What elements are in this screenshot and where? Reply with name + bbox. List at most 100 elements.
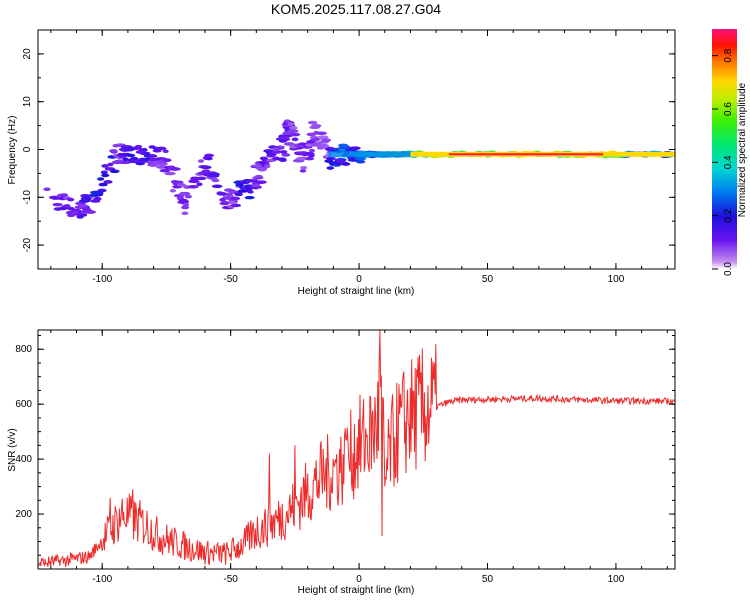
spectrogram-cell	[283, 119, 291, 123]
spectrogram-cell	[204, 156, 213, 161]
spectrogram-cell	[97, 188, 107, 193]
x-tick-label: 100	[608, 274, 625, 285]
y-tick-label: 400	[15, 454, 32, 465]
spectrogram-cell	[181, 191, 191, 196]
y-tick-label: 0	[22, 146, 33, 152]
spectrogram-cell	[279, 150, 288, 154]
spectrogram-cell	[338, 143, 349, 148]
spectrogram-cell	[162, 149, 169, 154]
x-tick-label: 100	[608, 574, 625, 585]
spectrogram-xlabel: Height of straight line (km)	[298, 286, 415, 297]
x-tick-label: 50	[482, 274, 494, 285]
snr-ylabel: SNR (v/v)	[7, 428, 18, 471]
spectrogram-cell	[100, 170, 108, 175]
spectrogram-cell	[321, 138, 332, 142]
spectrogram-cell	[50, 196, 61, 200]
spectrogram-cell	[67, 213, 76, 218]
spectrogram-cell	[168, 167, 181, 171]
spectrogram-cell	[228, 200, 238, 205]
spectrogram-cell	[283, 142, 295, 146]
x-tick-label: -100	[92, 574, 112, 585]
spectrogram-cell	[211, 184, 223, 189]
spectrogram-cell	[299, 169, 307, 173]
spectrogram-cell	[101, 173, 110, 178]
spectrogram-cell	[244, 195, 255, 200]
spectrogram-cell	[204, 153, 214, 158]
snr-series-line	[38, 330, 675, 568]
spectrogram-cell	[296, 156, 308, 161]
spectrogram-cell	[230, 203, 242, 208]
spectrogram-cell	[156, 165, 168, 169]
spectrogram-cell	[247, 190, 254, 194]
spectrogram-cell	[159, 168, 171, 173]
spectrogram-band-core	[448, 153, 604, 156]
spectrogram-cell	[201, 169, 211, 173]
spectrogram-cell	[289, 126, 298, 130]
spectrogram-cell	[335, 158, 344, 163]
spectrogram-cell	[72, 210, 80, 214]
colorbar: 0.0 0.2 0.4 0.6 0.8 Normalized spectral ampl…	[712, 29, 748, 276]
spectrogram-cell	[349, 146, 361, 150]
y-tick-label: 600	[15, 399, 32, 410]
spectrogram-cell	[184, 194, 192, 199]
spectrogram-cell	[256, 167, 267, 171]
spectrogram-cell	[251, 183, 261, 188]
spectrogram-cell	[286, 129, 299, 133]
x-tick-label: 50	[482, 574, 494, 585]
spectrogram-cell	[119, 160, 132, 165]
spectrogram-cell	[254, 174, 263, 179]
spectrogram-cell	[257, 180, 267, 184]
spectrogram-cell	[270, 150, 283, 154]
spectrogram-cell	[266, 153, 276, 158]
spectrogram-cell	[300, 165, 308, 170]
spectrogram-cell	[76, 215, 84, 219]
colorbar-tick-label: 0.0	[723, 262, 734, 276]
spectrogram-data	[43, 119, 675, 219]
x-tick-label: -100	[92, 274, 112, 285]
colorbar-label: Normalized spectral amplitude	[737, 82, 748, 217]
spectrogram-ylabel: Frequency (Hz)	[7, 116, 18, 185]
spectrogram-cell	[306, 140, 316, 144]
spectrogram-cell	[103, 180, 113, 184]
spectrogram-cell	[290, 132, 301, 137]
colorbar-tick-label: 0.8	[723, 48, 734, 62]
spectrogram-cell	[307, 120, 318, 125]
spectrogram-cell	[156, 146, 167, 151]
colorbar-ticks: 0.0 0.2 0.4 0.6 0.8	[712, 48, 734, 276]
spectrogram-cell	[128, 159, 136, 164]
spectrogram-cell	[354, 156, 367, 161]
spectrogram-cell	[234, 192, 243, 197]
snr-panel: -100 -50 0 50 100 200 400 600 800 Height of stra…	[7, 329, 676, 596]
spectrogram-cell	[308, 148, 316, 153]
spectrogram-cell	[276, 157, 287, 162]
spectrogram-cell	[188, 179, 200, 184]
y-tick-label: 200	[15, 509, 32, 520]
y-tick-label: -10	[22, 190, 33, 205]
spectrogram-cell	[63, 204, 71, 208]
spectrogram-cell	[176, 183, 186, 187]
spectrogram-cell	[67, 197, 75, 202]
spectrogram-cell	[52, 202, 63, 207]
spectrogram-band-left	[328, 151, 411, 158]
colorbar-gradient	[712, 29, 737, 269]
spectrogram-cell	[138, 157, 148, 162]
spectrogram-cell	[98, 182, 108, 187]
spectrogram-cell	[311, 123, 322, 128]
spectrogram-cell	[291, 137, 299, 142]
y-tick-label: 800	[15, 344, 32, 355]
spectrogram-cell	[197, 159, 205, 163]
snr-frame	[37, 329, 676, 570]
spectrogram-cell	[93, 196, 102, 201]
spectrogram-cell	[97, 177, 105, 181]
spectrogram-cell	[225, 192, 233, 196]
spectrogram-cell	[181, 205, 190, 210]
spectrogram-cell	[85, 197, 92, 201]
colorbar-tick-label: 0.2	[723, 208, 734, 222]
spectrogram-cell	[221, 201, 230, 205]
y-tick-label: -20	[22, 237, 33, 252]
spectrogram-cell	[187, 184, 199, 189]
spectrogram-cell	[164, 171, 176, 176]
colorbar-tick-label: 0.6	[723, 102, 734, 116]
spectrogram-cell	[341, 162, 351, 166]
